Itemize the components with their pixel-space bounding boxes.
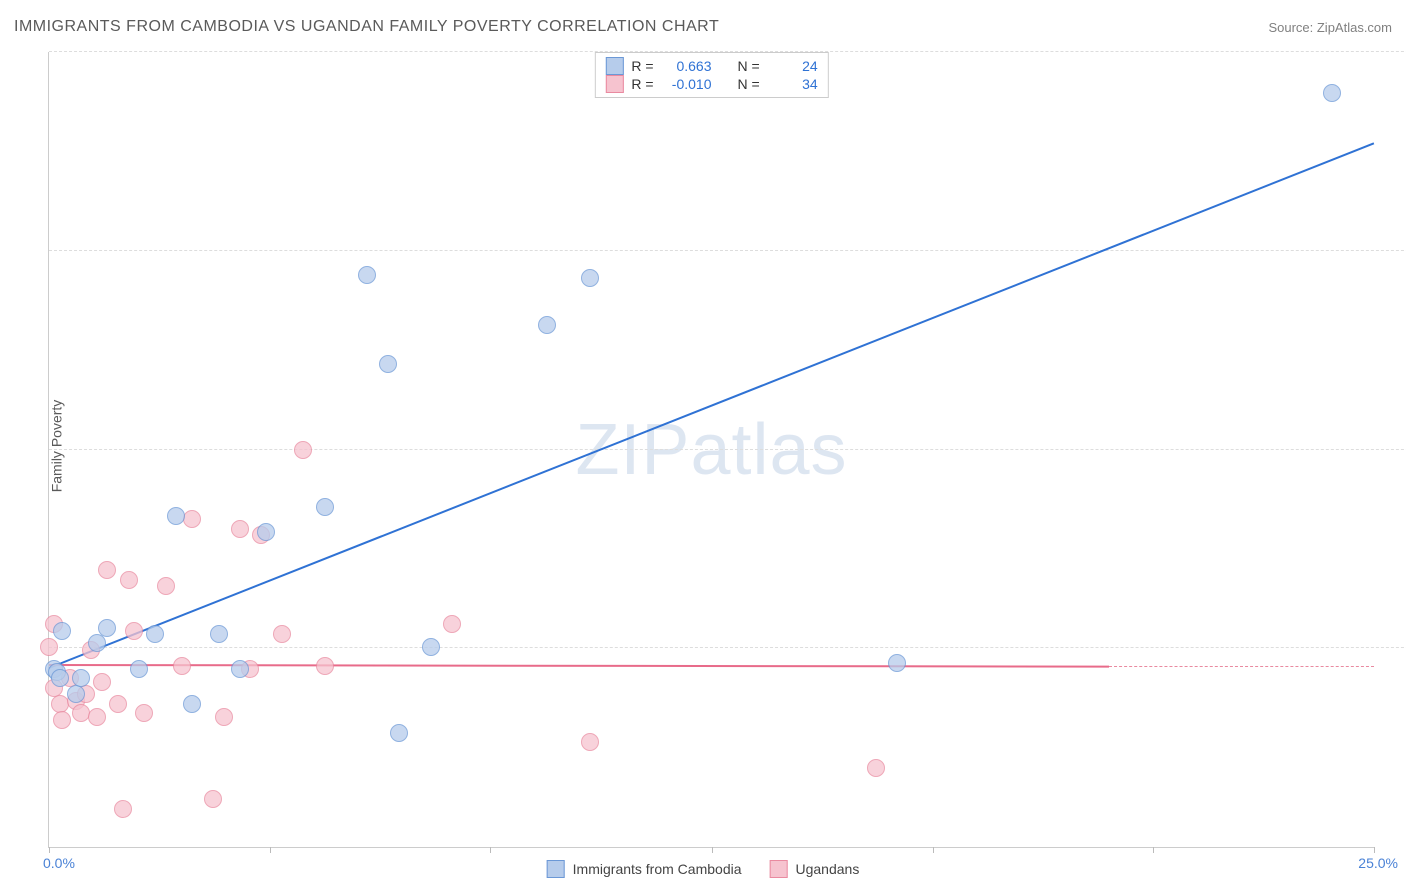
- n-value-cambodia: 24: [768, 58, 818, 74]
- x-tick: [933, 847, 934, 853]
- data-point: [581, 733, 599, 751]
- data-point: [67, 685, 85, 703]
- data-point: [422, 638, 440, 656]
- x-axis-min-label: 0.0%: [43, 855, 75, 871]
- data-point: [358, 266, 376, 284]
- data-point: [125, 622, 143, 640]
- data-point: [231, 660, 249, 678]
- legend-item-uganda: Ugandans: [770, 860, 860, 878]
- page-title: IMMIGRANTS FROM CAMBODIA VS UGANDAN FAMI…: [14, 18, 719, 36]
- gridline: 37.5%: [49, 250, 1406, 251]
- data-point: [109, 695, 127, 713]
- x-tick: [270, 847, 271, 853]
- data-point: [257, 523, 275, 541]
- data-point: [53, 711, 71, 729]
- data-point: [98, 561, 116, 579]
- data-point: [215, 708, 233, 726]
- correlation-legend: R = 0.663 N = 24 R = -0.010 N = 34: [594, 52, 828, 98]
- data-point: [120, 571, 138, 589]
- gridline: 12.5%: [49, 647, 1406, 648]
- data-point: [538, 316, 556, 334]
- x-axis-max-label: 25.0%: [1358, 855, 1398, 871]
- watermark: ZIPatlas: [575, 409, 847, 491]
- x-tick: [712, 847, 713, 853]
- x-tick: [49, 847, 50, 853]
- data-point: [183, 510, 201, 528]
- data-point: [888, 654, 906, 672]
- x-tick: [1153, 847, 1154, 853]
- data-point: [294, 441, 312, 459]
- swatch-cambodia: [605, 57, 623, 75]
- data-point: [379, 355, 397, 373]
- gridline: 25.0%: [49, 449, 1406, 450]
- data-point: [157, 577, 175, 595]
- trend-line: [1109, 666, 1374, 667]
- data-point: [1323, 84, 1341, 102]
- legend-row-cambodia: R = 0.663 N = 24: [605, 57, 817, 75]
- scatter-chart: ZIPatlas R = 0.663 N = 24 R = -0.010 N =…: [48, 52, 1374, 848]
- data-point: [88, 708, 106, 726]
- data-point: [390, 724, 408, 742]
- trend-line: [49, 142, 1375, 669]
- swatch-uganda: [605, 75, 623, 93]
- legend-item-cambodia: Immigrants from Cambodia: [547, 860, 742, 878]
- x-tick: [1374, 847, 1375, 853]
- data-point: [581, 269, 599, 287]
- chart-header: IMMIGRANTS FROM CAMBODIA VS UGANDAN FAMI…: [14, 18, 1392, 36]
- legend-row-uganda: R = -0.010 N = 34: [605, 75, 817, 93]
- data-point: [88, 634, 106, 652]
- data-point: [204, 790, 222, 808]
- data-point: [98, 619, 116, 637]
- data-point: [130, 660, 148, 678]
- data-point: [231, 520, 249, 538]
- data-point: [53, 622, 71, 640]
- data-point: [173, 657, 191, 675]
- data-point: [183, 695, 201, 713]
- x-tick: [490, 847, 491, 853]
- source-attribution: Source: ZipAtlas.com: [1268, 20, 1392, 35]
- data-point: [72, 669, 90, 687]
- source-link[interactable]: ZipAtlas.com: [1317, 20, 1392, 35]
- r-value-cambodia: 0.663: [662, 58, 712, 74]
- data-point: [40, 638, 58, 656]
- data-point: [316, 498, 334, 516]
- data-point: [93, 673, 111, 691]
- data-point: [273, 625, 291, 643]
- data-point: [114, 800, 132, 818]
- data-point: [51, 669, 69, 687]
- data-point: [443, 615, 461, 633]
- data-point: [167, 507, 185, 525]
- n-value-uganda: 34: [768, 76, 818, 92]
- r-value-uganda: -0.010: [662, 76, 712, 92]
- swatch-cambodia-icon: [547, 860, 565, 878]
- trend-line: [49, 664, 1109, 668]
- swatch-uganda-icon: [770, 860, 788, 878]
- data-point: [316, 657, 334, 675]
- data-point: [867, 759, 885, 777]
- data-point: [146, 625, 164, 643]
- data-point: [210, 625, 228, 643]
- series-legend: Immigrants from Cambodia Ugandans: [547, 860, 860, 878]
- data-point: [135, 704, 153, 722]
